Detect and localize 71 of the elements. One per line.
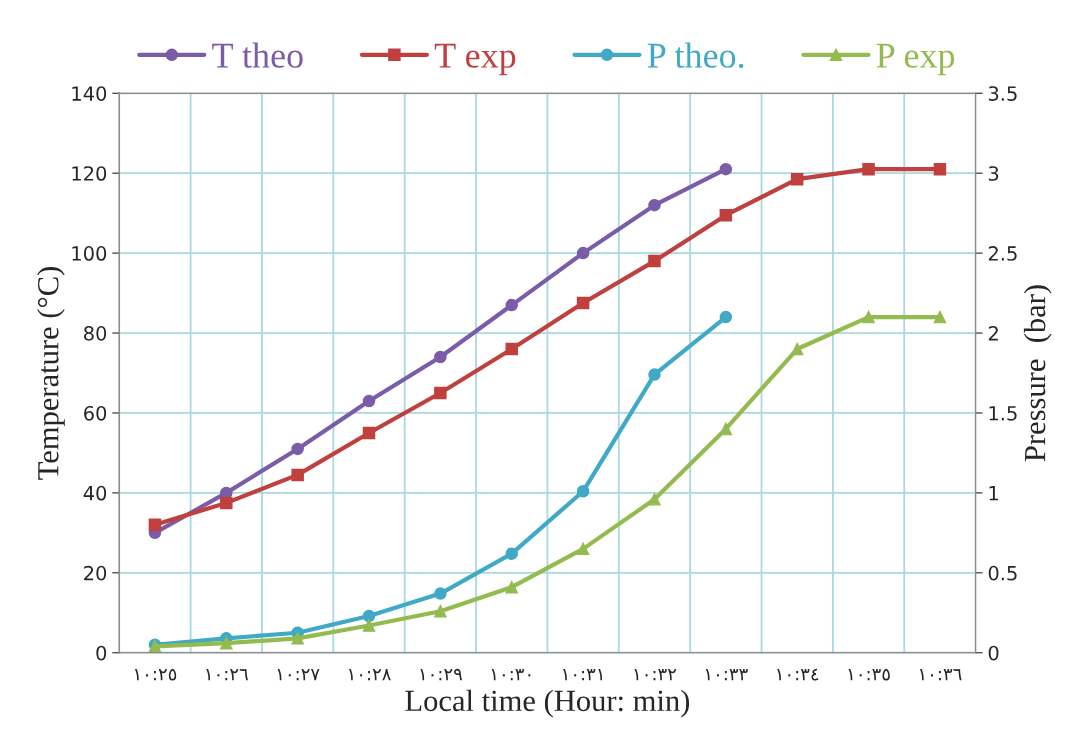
- x-tick-label: ١٠:٢٥: [134, 668, 177, 681]
- point: [291, 468, 304, 482]
- point: [933, 162, 947, 176]
- y2-tick-label: 1: [989, 486, 998, 501]
- point: [148, 518, 162, 532]
- point: [719, 208, 733, 222]
- point: [362, 394, 376, 408]
- point: [220, 636, 233, 650]
- x-tick-label: ١٠:٢٦: [206, 668, 248, 681]
- y-tick-label: 100: [72, 246, 107, 261]
- x-tick-label: ١٠:٣٤: [777, 668, 819, 681]
- y2-tick-label: 3.5: [988, 86, 1017, 101]
- point: [434, 386, 447, 400]
- point: [505, 580, 518, 594]
- legend-label: T exp: [434, 43, 516, 76]
- point: [434, 350, 447, 364]
- point: [505, 342, 518, 356]
- x-tick-label: ١٠:٢٨: [349, 668, 391, 681]
- x-tick-label: ١٠:٣٢: [634, 668, 677, 681]
- y-tick-label: 20: [84, 565, 107, 581]
- point: [434, 587, 447, 600]
- x-axis-title: Local time (Hour: min): [405, 689, 690, 718]
- legend-label: P theo.: [647, 42, 744, 69]
- point: [862, 162, 875, 176]
- x-tick-label: ١٠:٣٦: [919, 668, 962, 681]
- point: [505, 298, 518, 312]
- point: [719, 162, 733, 176]
- y-tick-label: 60: [84, 405, 107, 421]
- point: [790, 172, 804, 186]
- point: [362, 619, 376, 632]
- y-tick-label: 140: [72, 86, 107, 101]
- point: [505, 547, 518, 560]
- point: [862, 310, 875, 324]
- point: [220, 496, 233, 510]
- point: [648, 493, 661, 506]
- point: [576, 246, 590, 260]
- point: [719, 310, 733, 324]
- y2-tick-label: 0.5: [988, 565, 1017, 581]
- y2-axis-title: Pressure (bar): [1023, 285, 1052, 462]
- point: [291, 632, 304, 645]
- point: [648, 368, 661, 381]
- y-tick-label: 40: [83, 485, 107, 501]
- x-tick-label: ١٠:٢٩: [420, 668, 463, 681]
- legend-label: P exp: [876, 43, 955, 76]
- point: [576, 485, 590, 498]
- point: [291, 442, 304, 456]
- legend-label: T theo: [212, 42, 303, 68]
- y2-tick-label: 3: [988, 166, 999, 181]
- x-tick-label: ١٠:٣١: [563, 668, 603, 681]
- point: [933, 310, 947, 324]
- y2-tick-label: 2: [988, 325, 998, 341]
- y-tick-label: 80: [84, 325, 107, 341]
- x-tick-label: ١٠:٣٥: [848, 668, 890, 681]
- y-tick-label: 120: [72, 166, 107, 181]
- x-tick-label: ١٠:٢٧: [277, 668, 320, 681]
- y2-tick-label: 2.5: [988, 246, 1017, 261]
- y-tick-label: 0: [96, 645, 107, 661]
- point: [648, 198, 661, 212]
- y2-tick-label: 1.5: [989, 406, 1017, 421]
- x-tick-label: ١٠:٣٣: [705, 668, 748, 681]
- point: [576, 542, 590, 556]
- point: [719, 422, 733, 436]
- point: [362, 609, 376, 623]
- point: [576, 296, 590, 310]
- x-tick-label: ١٠:٣٠: [491, 668, 531, 681]
- y2-tick-label: 0: [988, 645, 999, 661]
- point: [434, 604, 447, 618]
- point: [648, 254, 661, 268]
- point: [362, 426, 376, 440]
- y-axis-title: Temperature (°C): [37, 267, 65, 480]
- point: [790, 342, 804, 356]
